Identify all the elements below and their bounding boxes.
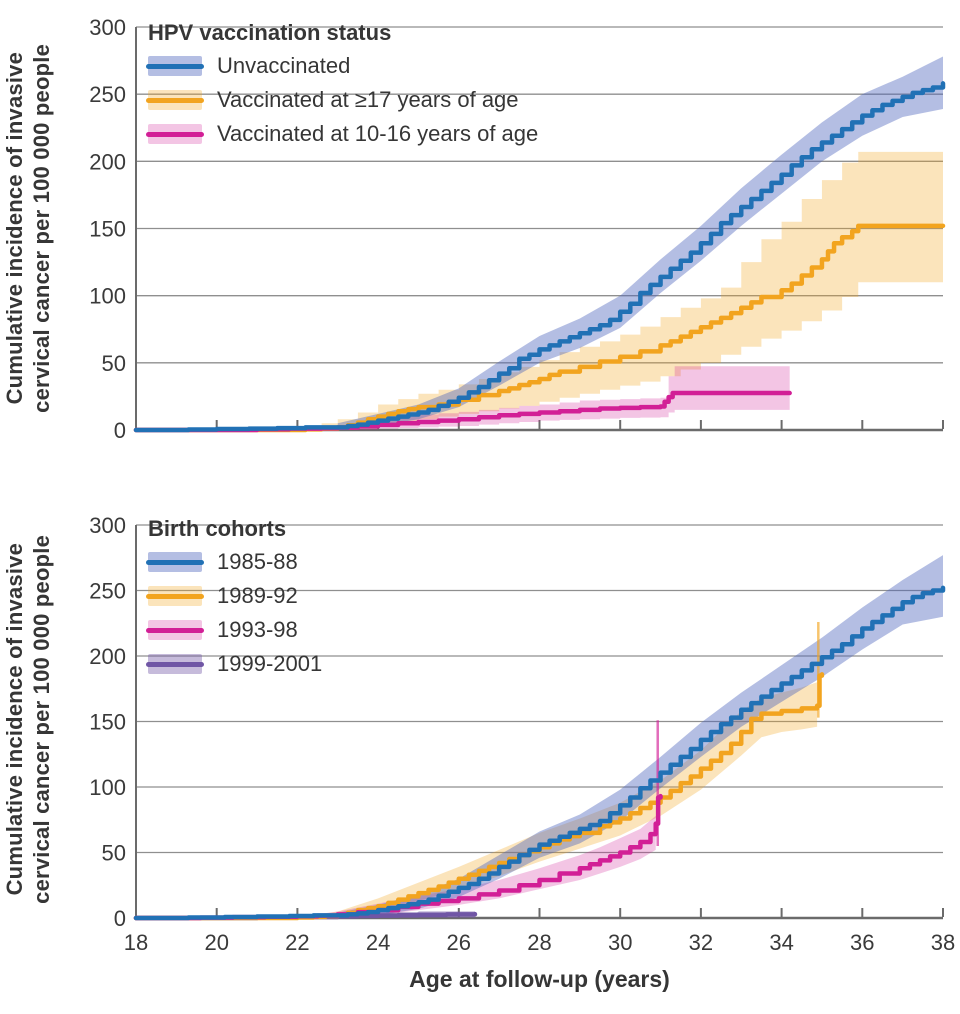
y-tick-label-100: 100 — [89, 775, 126, 800]
y-tick-label-200: 200 — [89, 644, 126, 669]
legend-swatch-line-cohort-1989-92 — [146, 593, 204, 599]
x-tick-label-20: 20 — [204, 930, 228, 955]
gridlines — [136, 524, 943, 854]
x-tick-label-26: 26 — [447, 930, 471, 955]
legend-item-cohort-1999-2001: 1999-2001 — [146, 647, 323, 681]
legend-hpv-vaccination-status: HPV vaccination status Unvaccinated Vacci… — [146, 20, 539, 151]
legend-birth-cohorts: Birth cohorts 1985-88 1989-92 1993-98 1999-… — [146, 516, 323, 681]
y-axis-label-line2: cervical cancer per 100 000 people — [29, 44, 54, 413]
y-axis-label-line1: Cumulative incidence of invasive — [2, 52, 27, 405]
gridlines — [136, 26, 943, 364]
legend-item-unvaccinated: Unvaccinated — [146, 49, 538, 83]
y-axis-label-bottom-panel: Cumulative incidence of invasive cervica… — [0, 520, 56, 918]
legend-item-cohort-1985-88: 1985-88 — [146, 545, 322, 579]
legend-label-unvaccinated: Unvaccinated — [217, 53, 351, 78]
series-unvaccinated-band — [337, 56, 943, 430]
legend-swatch-vaccinated-10-16 — [146, 124, 204, 144]
series-unvaccinated-line — [133, 81, 946, 433]
panel-top: 0 50 100 150 200 250 300 — [89, 15, 946, 443]
y-tick-label-50: 50 — [102, 841, 126, 866]
legend-swatch-line-vaccinated-17plus — [146, 97, 204, 103]
legend-swatch-unvaccinated — [146, 56, 204, 76]
series-cohort-1985-88-band — [337, 555, 943, 918]
y-tick-label-250: 250 — [89, 82, 126, 107]
x-tick-label-24: 24 — [366, 930, 390, 955]
y-tick-label-250: 250 — [89, 579, 126, 604]
y-tick-label-0: 0 — [114, 906, 126, 931]
legend-swatch-vaccinated-17plus — [146, 90, 204, 110]
x-tick-label-32: 32 — [689, 930, 713, 955]
legend-rows: 1985-88 1989-92 1993-98 1999-2001 — [146, 545, 323, 681]
legend-swatch-cohort-1993-98 — [146, 620, 204, 640]
series-vaccinated-10-16-band — [321, 366, 790, 430]
x-tick-label-18: 18 — [124, 930, 148, 955]
y-tick-label-150: 150 — [89, 710, 126, 735]
y-tick-label-200: 200 — [89, 149, 126, 174]
x-tick-label-22: 22 — [285, 930, 309, 955]
series-vaccinated-17plus-line — [133, 223, 946, 433]
legend-title: HPV vaccination status — [148, 20, 392, 45]
y-tick-label-0: 0 — [114, 418, 126, 443]
x-tick-labels: 18 20 22 24 26 28 30 32 34 36 38 — [124, 930, 955, 955]
panel-bottom: 0 50 100 150 200 250 300 18 20 22 24 26 28 30 32 34 36 38 — [89, 513, 955, 955]
legend-rows: Unvaccinated Vaccinated at ≥17 years of a… — [146, 49, 539, 151]
y-axis-label-top-panel: Cumulative incidence of invasive cervica… — [0, 27, 56, 430]
legend-item-cohort-1993-98: 1993-98 — [146, 613, 322, 647]
y-tick-label-300: 300 — [89, 513, 126, 538]
legend-swatch-cohort-1989-92 — [146, 586, 204, 606]
series-cohort-1989-92-band — [321, 682, 818, 918]
legend-label-cohort-1993-98: 1993-98 — [217, 617, 298, 642]
legend-label-cohort-1985-88: 1985-88 — [217, 549, 298, 574]
legend-swatch-cohort-1985-88 — [146, 552, 204, 572]
y-tick-label-300: 300 — [89, 15, 126, 40]
y-axis-label-line2: cervical cancer per 100 000 people — [29, 534, 54, 904]
y-tick-label-50: 50 — [102, 351, 126, 376]
legend-label-cohort-1999-2001: 1999-2001 — [217, 651, 323, 676]
legend-label-vaccinated-10-16: Vaccinated at 10-16 years of age — [217, 121, 539, 146]
x-tick-label-30: 30 — [608, 930, 632, 955]
legend-swatch-line-unvaccinated — [146, 63, 204, 69]
legend-swatch-line-cohort-1993-98 — [146, 627, 204, 633]
series-vaccinated-17plus-band — [289, 151, 944, 430]
x-tick-label-38: 38 — [931, 930, 955, 955]
x-tick-label-28: 28 — [527, 930, 551, 955]
x-tick-label-34: 34 — [769, 930, 793, 955]
legend-title: Birth cohorts — [148, 516, 287, 541]
legend-label-vaccinated-17plus: Vaccinated at ≥17 years of age — [217, 87, 519, 112]
y-tick-label-100: 100 — [89, 284, 126, 309]
y-axis-label-line1: Cumulative incidence of invasive — [2, 542, 27, 896]
x-axis-label: Age at follow-up (years) — [409, 966, 670, 992]
series-cohort-1985-88-line — [133, 585, 946, 921]
x-tick-label-36: 36 — [850, 930, 874, 955]
legend-swatch-line-vaccinated-10-16 — [146, 131, 204, 137]
y-tick-label-150: 150 — [89, 217, 126, 242]
legend-label-cohort-1989-92: 1989-92 — [217, 583, 298, 608]
legend-item-vaccinated-17plus: Vaccinated at ≥17 years of age — [146, 83, 538, 117]
y-tick-labels: 0 50 100 150 200 250 300 — [89, 513, 126, 931]
legend-item-vaccinated-10-16: Vaccinated at 10-16 years of age — [146, 117, 539, 151]
legend-swatch-line-cohort-1985-88 — [146, 559, 204, 565]
legend-item-cohort-1989-92: 1989-92 — [146, 579, 322, 613]
y-tick-labels: 0 50 100 150 200 250 300 — [89, 15, 126, 443]
legend-swatch-line-cohort-1999-2001 — [146, 661, 204, 667]
legend-swatch-cohort-1999-2001 — [146, 654, 204, 674]
